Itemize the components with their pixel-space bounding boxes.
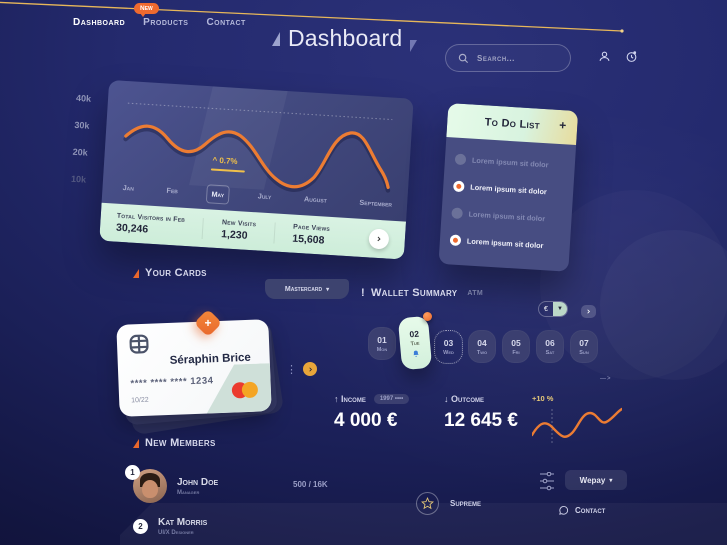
svg-text:^ 0.7%: ^ 0.7% <box>212 156 238 167</box>
